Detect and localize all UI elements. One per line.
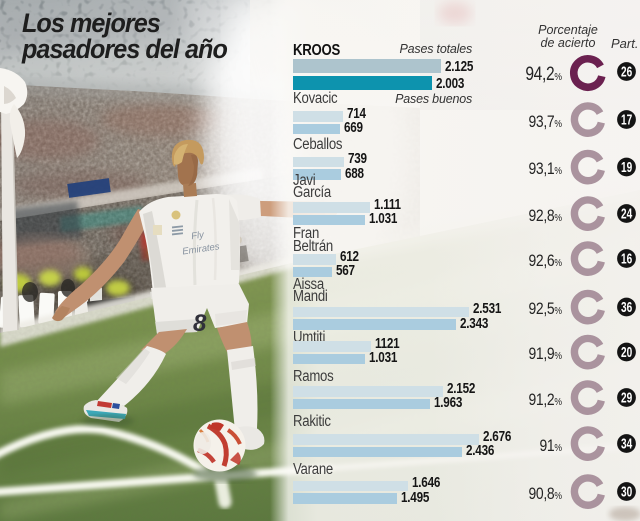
svg-text:34: 34 <box>621 437 632 453</box>
svg-text:16: 16 <box>621 252 632 268</box>
svg-text:29: 29 <box>621 391 632 407</box>
svg-text:8: 8 <box>193 310 207 337</box>
svg-text:Fly: Fly <box>191 229 206 242</box>
svg-text:36: 36 <box>621 300 632 316</box>
svg-text:Emirates: Emirates <box>182 241 221 257</box>
svg-text:24: 24 <box>621 207 632 223</box>
svg-text:17: 17 <box>621 113 632 129</box>
svg-text:30: 30 <box>621 485 632 501</box>
svg-text:20: 20 <box>621 345 632 361</box>
svg-text:26: 26 <box>621 65 632 81</box>
svg-text:19: 19 <box>621 160 632 176</box>
